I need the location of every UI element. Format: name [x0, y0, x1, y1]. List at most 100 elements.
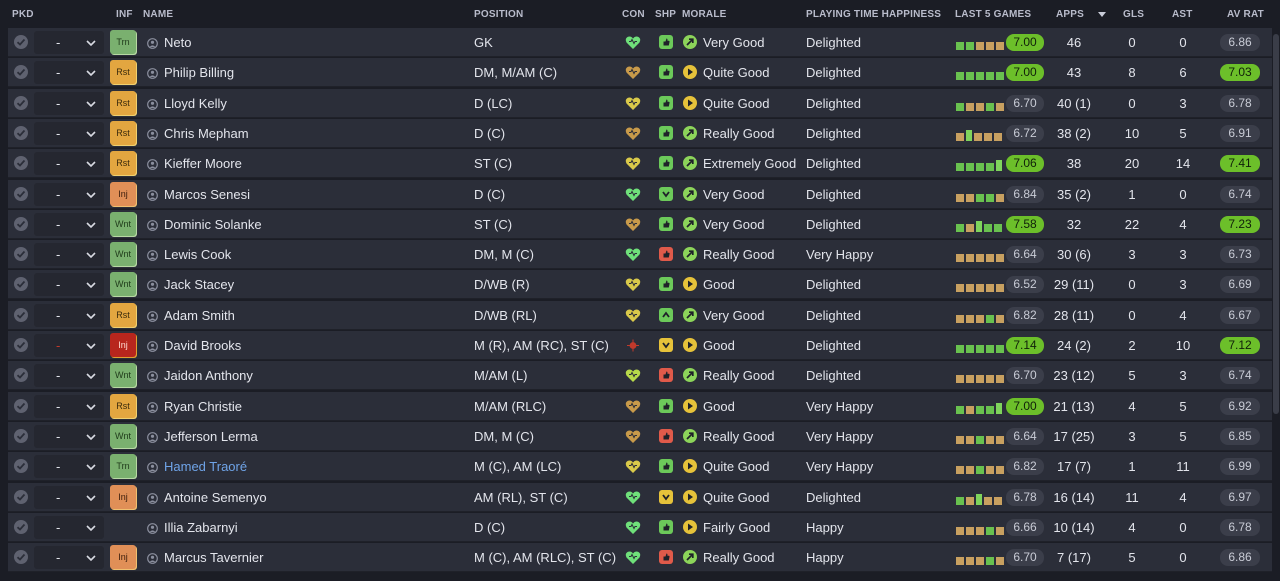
pkd-select[interactable]: -: [34, 546, 104, 570]
pkd-select[interactable]: -: [34, 91, 104, 115]
pkd-select[interactable]: -: [34, 515, 104, 539]
pkd-select[interactable]: -: [34, 485, 104, 509]
player-name-link[interactable]: Jaidon Anthony: [164, 368, 253, 384]
chevron-down-icon[interactable]: [86, 430, 96, 441]
chevron-down-icon[interactable]: [86, 491, 96, 501]
check-circle-icon[interactable]: [14, 247, 28, 262]
check-circle-icon[interactable]: [14, 186, 28, 201]
check-circle-icon[interactable]: [14, 489, 28, 504]
inf-badge[interactable]: Inj: [110, 545, 136, 570]
pkd-select[interactable]: -: [34, 121, 104, 145]
table-row[interactable]: - Inj Marcus Tavernier M (C), AM (RLC), ST …: [8, 543, 1272, 573]
header-shp[interactable]: SHP: [655, 9, 677, 20]
check-circle-icon[interactable]: [14, 156, 28, 171]
player-name-link[interactable]: Lloyd Kelly: [164, 95, 227, 111]
check-circle-icon[interactable]: [14, 398, 28, 413]
check-circle-icon[interactable]: [14, 216, 28, 231]
header-name[interactable]: NAME: [143, 9, 174, 20]
inf-badge[interactable]: Inj: [110, 484, 136, 509]
pkd-select[interactable]: -: [34, 424, 104, 448]
pkd-select[interactable]: -: [34, 364, 104, 388]
chevron-down-icon[interactable]: [86, 188, 96, 198]
player-name-link[interactable]: Jefferson Lerma: [164, 428, 258, 444]
table-row[interactable]: - Wnt Jack Stacey D/WB (R) Good Delighted 6.52…: [8, 270, 1272, 300]
chevron-down-icon[interactable]: [86, 278, 96, 289]
header-pkd[interactable]: PKD: [12, 9, 34, 20]
inf-badge[interactable]: Rst: [110, 120, 136, 145]
header-last-5-games[interactable]: LAST 5 GAMES: [955, 9, 1032, 20]
pkd-select[interactable]: -: [34, 243, 104, 267]
player-name-link[interactable]: Adam Smith: [164, 307, 235, 323]
table-row[interactable]: - Inj Marcos Senesi D (C) Very Good Delighted…: [8, 179, 1272, 209]
check-circle-icon[interactable]: [14, 428, 28, 443]
chevron-down-icon[interactable]: [86, 460, 96, 471]
pkd-select[interactable]: -: [34, 61, 104, 85]
table-row[interactable]: - Wnt Jefferson Lerma DM, M (C) Really Good V…: [8, 421, 1272, 451]
header-av-rat[interactable]: AV RAT: [1227, 9, 1264, 20]
player-name-link[interactable]: Kieffer Moore: [164, 156, 242, 172]
scrollbar-thumb[interactable]: [1273, 34, 1279, 414]
inf-badge[interactable]: Trn: [110, 30, 136, 54]
player-name-link[interactable]: Marcus Tavernier: [164, 550, 264, 566]
check-circle-icon[interactable]: [14, 307, 28, 322]
header-playing-time-happiness[interactable]: PLAYING TIME HAPPINESS: [806, 9, 942, 20]
chevron-down-icon[interactable]: [86, 400, 96, 410]
table-row[interactable]: - Wnt Dominic Solanke ST (C) Very Good Deligh…: [8, 209, 1272, 239]
check-circle-icon[interactable]: [14, 65, 28, 80]
pkd-select[interactable]: -: [34, 31, 104, 54]
player-name-link[interactable]: Chris Mepham: [164, 125, 249, 141]
check-circle-icon[interactable]: [14, 35, 28, 49]
inf-badge[interactable]: [110, 515, 136, 539]
player-name-link[interactable]: Antoine Semenyo: [164, 489, 267, 505]
header-inf[interactable]: INF: [116, 9, 133, 20]
inf-badge[interactable]: Rst: [110, 60, 136, 85]
chevron-down-icon[interactable]: [86, 97, 96, 107]
player-name-link[interactable]: Marcos Senesi: [164, 186, 250, 202]
player-name-link[interactable]: Lewis Cook: [164, 247, 232, 263]
table-row[interactable]: - Inj David Brooks M (R), AM (RC), ST (C) Go…: [8, 331, 1272, 360]
chevron-down-icon[interactable]: [86, 157, 96, 168]
table-row[interactable]: - Rst Chris Mepham D (C) Really Good Delighte…: [8, 118, 1272, 148]
chevron-down-icon[interactable]: [86, 551, 96, 562]
header-morale[interactable]: MORALE: [682, 9, 727, 20]
pkd-select[interactable]: -: [34, 152, 104, 176]
pkd-select[interactable]: -: [34, 182, 104, 206]
pkd-select[interactable]: -: [34, 303, 104, 327]
pkd-select[interactable]: -: [34, 394, 104, 418]
check-circle-icon[interactable]: [14, 519, 28, 534]
check-circle-icon[interactable]: [14, 368, 28, 383]
player-name-link[interactable]: Neto: [164, 35, 192, 50]
header-con[interactable]: CON: [622, 9, 645, 20]
chevron-down-icon[interactable]: [86, 521, 96, 531]
inf-badge[interactable]: Wnt: [110, 242, 136, 267]
inf-badge[interactable]: Wnt: [110, 211, 136, 236]
inf-badge[interactable]: Wnt: [110, 363, 136, 388]
inf-badge[interactable]: Wnt: [110, 272, 136, 297]
inf-badge[interactable]: Rst: [110, 151, 136, 176]
scrollbar[interactable]: [1272, 28, 1280, 581]
table-row[interactable]: - Rst Lloyd Kelly D (LC) Quite Good Delighted…: [8, 88, 1272, 118]
chevron-down-icon[interactable]: [86, 248, 96, 259]
table-row[interactable]: - Rst Ryan Christie M/AM (RLC) Good Very Happ…: [8, 391, 1272, 421]
inf-badge[interactable]: Inj: [110, 181, 136, 206]
header-apps[interactable]: APPS: [1056, 9, 1085, 20]
check-circle-icon[interactable]: [14, 550, 28, 565]
chevron-down-icon[interactable]: [86, 66, 96, 77]
table-row[interactable]: - Rst Kieffer Moore ST (C) Extremely Good Del…: [8, 149, 1272, 179]
chevron-down-icon[interactable]: [86, 36, 96, 47]
pkd-select[interactable]: -: [34, 212, 104, 236]
chevron-down-icon[interactable]: [86, 309, 96, 319]
chevron-down-icon[interactable]: [86, 127, 96, 138]
chevron-down-icon[interactable]: [86, 369, 96, 380]
player-name-link[interactable]: Hamed Traoré: [164, 459, 248, 475]
player-name-link[interactable]: Illia Zabarnyi: [164, 519, 238, 535]
inf-badge[interactable]: Rst: [110, 90, 136, 115]
inf-badge[interactable]: Wnt: [110, 423, 136, 448]
chevron-down-icon[interactable]: [86, 339, 96, 350]
player-name-link[interactable]: David Brooks: [164, 338, 242, 353]
table-row[interactable]: - Wnt Jaidon Anthony M/AM (L) Really Good Del…: [8, 361, 1272, 391]
inf-badge[interactable]: Rst: [110, 302, 136, 327]
pkd-select[interactable]: -: [34, 273, 104, 297]
inf-badge[interactable]: Trn: [110, 454, 136, 479]
header-gls[interactable]: GLS: [1123, 9, 1145, 20]
